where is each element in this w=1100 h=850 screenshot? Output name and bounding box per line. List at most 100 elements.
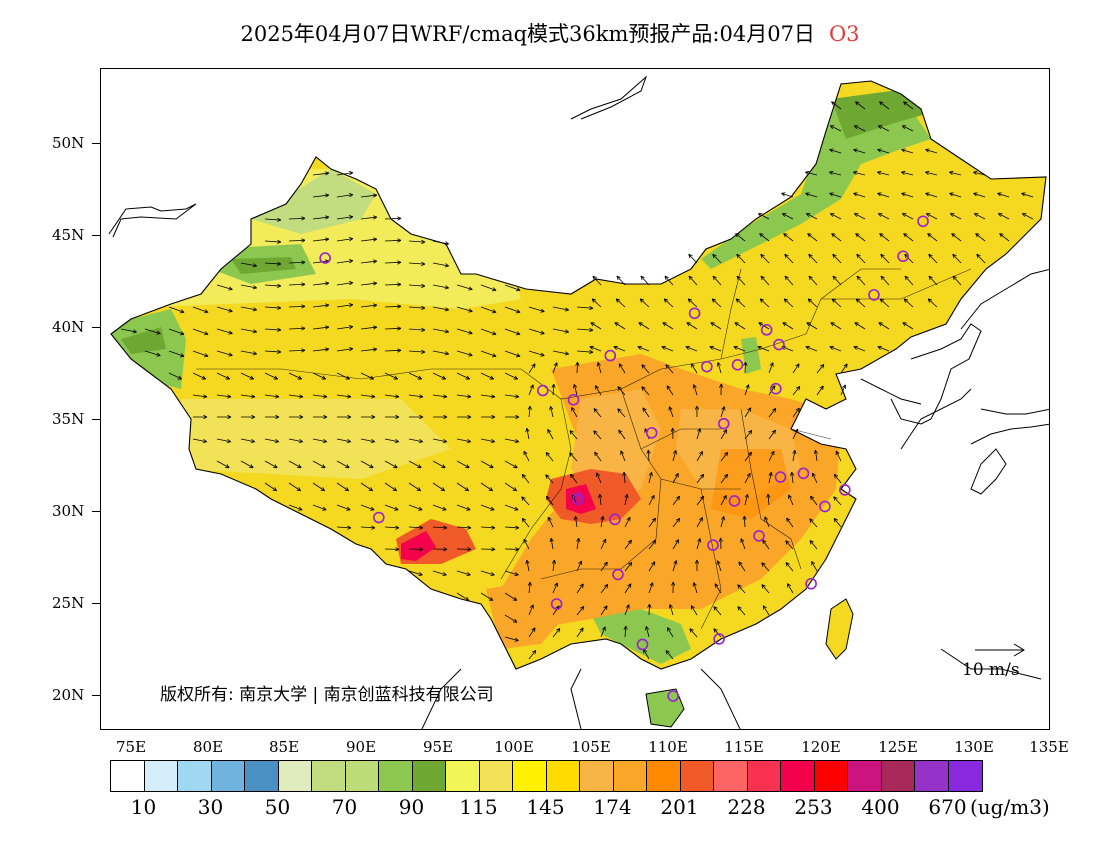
- lat-label-35n: 35N: [52, 410, 85, 428]
- lon-label-130e: 130E: [954, 738, 994, 756]
- colorbar-swatch: [245, 761, 279, 791]
- colorbar-swatch: [781, 761, 815, 791]
- station-marker: [319, 252, 331, 264]
- lon-label-100e: 100E: [494, 738, 534, 756]
- lat-label-25n: 25N: [52, 594, 85, 612]
- lat-tick: [92, 327, 100, 328]
- station-marker: [572, 493, 584, 505]
- station-marker: [753, 530, 765, 542]
- colorbar-swatch: [546, 761, 580, 791]
- lon-label-80e: 80E: [192, 738, 224, 756]
- o3-field: [111, 81, 1046, 669]
- lat-label-20n: 20N: [52, 686, 85, 704]
- colorbar-unit: (ug/m3): [970, 795, 1050, 819]
- colorbar: [110, 760, 983, 792]
- colorbar-tick-label: 670: [928, 795, 967, 819]
- colorbar-swatch: [412, 761, 446, 791]
- lon-label-105e: 105E: [571, 738, 611, 756]
- station-marker: [688, 307, 701, 320]
- lat-tick: [92, 695, 100, 696]
- colorbar-swatch: [312, 761, 346, 791]
- lon-label-75e: 75E: [115, 738, 147, 756]
- map-panel: [100, 68, 1050, 730]
- colorbar-swatch: [714, 761, 748, 791]
- station-marker: [373, 511, 385, 524]
- colorbar-swatch: [747, 761, 781, 791]
- lat-tick: [92, 511, 100, 512]
- lon-label-95e: 95E: [422, 738, 454, 756]
- lat-tick: [92, 235, 100, 236]
- station-markers: [319, 215, 929, 702]
- lon-label-115e: 115E: [724, 738, 764, 756]
- colorbar-swatch: [513, 761, 547, 791]
- station-marker: [805, 577, 817, 590]
- station-marker: [760, 324, 773, 336]
- station-marker: [604, 349, 617, 362]
- colorbar-tick-label: 70: [331, 795, 358, 819]
- station-marker: [774, 471, 787, 483]
- colorbar-swatch: [647, 761, 681, 791]
- station-marker: [731, 358, 744, 371]
- colorbar-tick-label: 115: [459, 795, 498, 819]
- station-marker: [707, 539, 719, 551]
- lat-label-50n: 50N: [52, 134, 85, 152]
- title-species: O3: [828, 22, 860, 46]
- station-marker: [713, 633, 725, 645]
- map-title: 2025年04月07日WRF/cmaq模式36km预报产品:04月07日 O3: [0, 18, 1100, 48]
- colorbar-swatch: [211, 761, 245, 791]
- lat-label-40n: 40N: [52, 318, 85, 336]
- colorbar-swatch: [915, 761, 949, 791]
- lon-label-125e: 125E: [878, 738, 918, 756]
- lon-label-110e: 110E: [648, 738, 688, 756]
- colorbar-swatch: [948, 761, 982, 791]
- lat-label-30n: 30N: [52, 502, 85, 520]
- lat-tick: [92, 419, 100, 420]
- reference-vector-label: 10 m/s: [962, 660, 1020, 680]
- station-marker: [868, 289, 880, 301]
- colorbar-tick-label: 90: [398, 795, 425, 819]
- colorbar-swatch: [111, 761, 145, 791]
- lon-label-90e: 90E: [345, 738, 377, 756]
- lon-label-120e: 120E: [801, 738, 841, 756]
- station-marker: [819, 500, 831, 513]
- lat-label-45n: 45N: [52, 226, 85, 244]
- station-marker: [770, 382, 782, 395]
- colorbar-tick-label: 30: [197, 795, 224, 819]
- lon-label-85e: 85E: [268, 738, 300, 756]
- wind-vectors: [120, 101, 1034, 660]
- title-main: 2025年04月07日WRF/cmaq模式36km预报产品:04月07日: [240, 22, 815, 46]
- colorbar-swatch: [814, 761, 848, 791]
- reference-vector-arrow: [975, 643, 1025, 657]
- colorbar-swatch: [680, 761, 714, 791]
- colorbar-tick-label: 50: [264, 795, 291, 819]
- station-marker: [917, 215, 929, 228]
- lon-label-135e: 135E: [1029, 738, 1069, 756]
- station-marker: [797, 467, 810, 480]
- colorbar-tick-label: 253: [794, 795, 833, 819]
- copyright-notice: 版权所有: 南京大学 | 南京创蓝科技有限公司: [160, 685, 494, 705]
- station-marker: [773, 338, 785, 351]
- concentration-map: [108, 75, 1049, 729]
- colorbar-swatch: [144, 761, 178, 791]
- station-marker: [728, 495, 741, 507]
- lat-tick: [92, 143, 100, 144]
- station-marker: [701, 360, 713, 373]
- station-marker: [717, 417, 730, 430]
- station-marker: [609, 513, 621, 526]
- colorbar-tick-label: 201: [660, 795, 699, 819]
- station-marker: [612, 568, 624, 581]
- colorbar-swatch: [848, 761, 882, 791]
- colorbar-tick-label: 145: [526, 795, 565, 819]
- lat-tick: [92, 603, 100, 604]
- colorbar-swatch: [613, 761, 647, 791]
- colorbar-swatch: [379, 761, 413, 791]
- station-marker: [537, 384, 549, 397]
- station-marker: [567, 393, 580, 406]
- station-marker: [645, 427, 658, 439]
- station-marker: [550, 598, 563, 610]
- colorbar-tick-label: 228: [727, 795, 766, 819]
- station-marker: [667, 690, 679, 702]
- province-borders: [196, 268, 972, 630]
- colorbar-swatch: [479, 761, 513, 791]
- colorbar-tick-label: 174: [593, 795, 632, 819]
